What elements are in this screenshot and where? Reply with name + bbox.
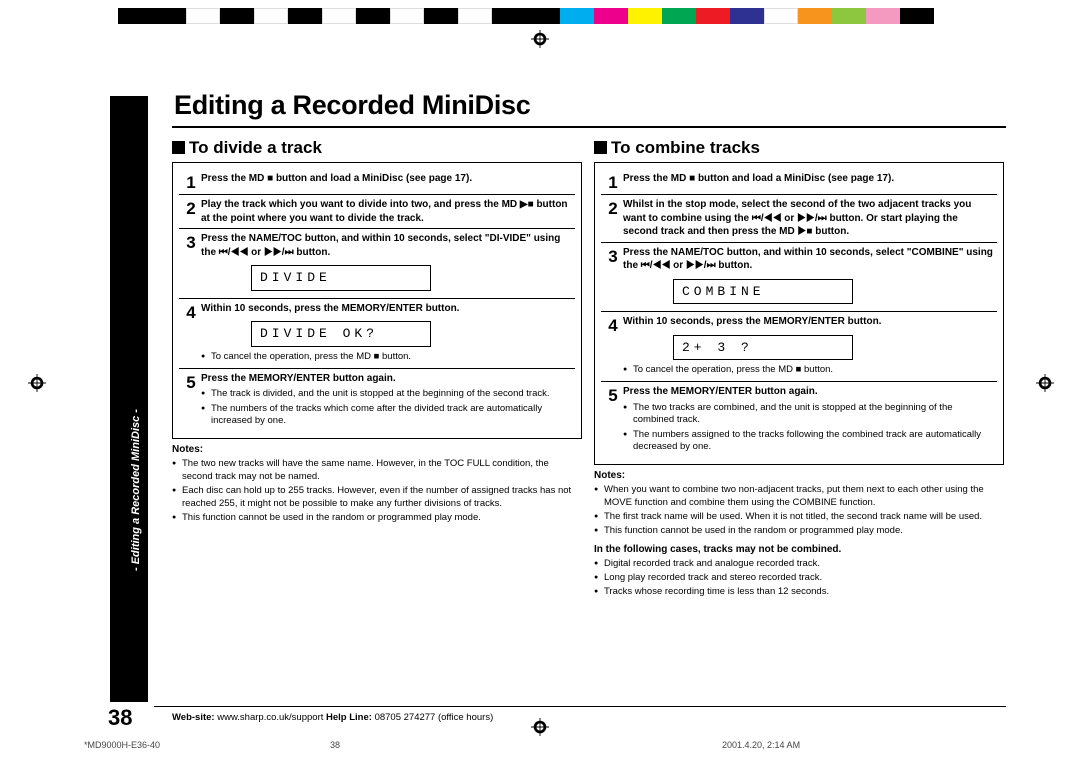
step-num: 5 bbox=[181, 372, 201, 430]
step5-note: The two tracks are combined, and the uni… bbox=[623, 402, 995, 427]
color-bar bbox=[118, 8, 934, 24]
note-item: This function cannot be used in the rand… bbox=[594, 525, 1004, 537]
registration-mark bbox=[28, 374, 46, 392]
step-4: Within 10 seconds, press the MEMORY/ENTE… bbox=[201, 302, 573, 365]
case-item: Tracks whose recording time is less than… bbox=[594, 586, 1004, 598]
footer-rule bbox=[154, 706, 1006, 707]
footer-info: Web-site: www.sharp.co.uk/support Help L… bbox=[172, 712, 872, 723]
column-divide: To divide a track 1Press the MD ■ button… bbox=[172, 138, 582, 526]
cancel-note: To cancel the operation, press the MD ■ … bbox=[201, 351, 573, 363]
case-list: Digital recorded track and analogue reco… bbox=[594, 558, 1004, 599]
help-number: 08705 274277 (office hours) bbox=[372, 712, 493, 723]
help-label: Help Line: bbox=[326, 712, 372, 723]
case-item: Long play recorded track and stereo reco… bbox=[594, 572, 1004, 584]
cancel-note: To cancel the operation, press the MD ■ … bbox=[623, 364, 995, 376]
side-subtitle: - Editing a Recorded MiniDisc - bbox=[130, 409, 142, 571]
step-num: 3 bbox=[603, 246, 623, 309]
steps-box-combine: 1Press the MD ■ button and load a MiniDi… bbox=[594, 162, 1004, 465]
title-rule bbox=[172, 126, 1006, 128]
step-num: 4 bbox=[603, 315, 623, 378]
note-item: The first track name will be used. When … bbox=[594, 511, 1004, 523]
sidebar: MD Editing - Editing a Recorded MiniDisc… bbox=[110, 96, 148, 702]
display-combine: COMBINE bbox=[673, 279, 853, 305]
step-5: Press the MEMORY/ENTER button again. The… bbox=[201, 372, 573, 430]
web-url: www.sharp.co.uk/support bbox=[215, 712, 326, 723]
page: MD Editing - Editing a Recorded MiniDisc… bbox=[64, 56, 1018, 712]
main-title: Editing a Recorded MiniDisc bbox=[174, 90, 530, 121]
notes-header: Notes: bbox=[172, 444, 582, 455]
step-num: 5 bbox=[603, 385, 623, 455]
column-combine: To combine tracks 1Press the MD ■ button… bbox=[594, 138, 1004, 601]
display-combine-q: 2+ 3 ? bbox=[673, 335, 853, 361]
case-item: Digital recorded track and analogue reco… bbox=[594, 558, 1004, 570]
note-item: This function cannot be used in the rand… bbox=[172, 512, 582, 524]
step-num: 4 bbox=[181, 302, 201, 365]
registration-mark bbox=[531, 30, 549, 48]
step-num: 1 bbox=[181, 172, 201, 191]
notes-header: Notes: bbox=[594, 470, 1004, 481]
step-num: 2 bbox=[181, 198, 201, 225]
step-3: Press the NAME/TOC button, and within 10… bbox=[201, 232, 573, 295]
notes-list: The two new tracks will have the same na… bbox=[172, 458, 582, 524]
step5-note: The track is divided, and the unit is st… bbox=[201, 388, 573, 400]
step5-note: The numbers assigned to the tracks follo… bbox=[623, 429, 995, 454]
note-item: When you want to combine two non-adjacen… bbox=[594, 484, 1004, 509]
step-4: Within 10 seconds, press the MEMORY/ENTE… bbox=[623, 315, 995, 378]
step-2: Play the track which you want to divide … bbox=[201, 198, 573, 225]
step-1: Press the MD ■ button and load a MiniDis… bbox=[201, 172, 573, 191]
step-num: 3 bbox=[181, 232, 201, 295]
step-1: Press the MD ■ button and load a MiniDis… bbox=[623, 172, 995, 191]
slug-file: *MD9000H-E36-40 bbox=[84, 740, 160, 750]
section-title-divide: To divide a track bbox=[172, 138, 582, 158]
note-item: The two new tracks will have the same na… bbox=[172, 458, 582, 483]
note-item: Each disc can hold up to 255 tracks. How… bbox=[172, 485, 582, 510]
slug-date: 2001.4.20, 2:14 AM bbox=[722, 740, 800, 750]
step5-note: The numbers of the tracks which come aft… bbox=[201, 403, 573, 428]
step-num: 2 bbox=[603, 198, 623, 239]
step-3: Press the NAME/TOC button, and within 10… bbox=[623, 246, 995, 309]
section-title-combine: To combine tracks bbox=[594, 138, 1004, 158]
display-divide-ok: DIVIDE OK? bbox=[251, 321, 431, 347]
registration-mark bbox=[1036, 374, 1054, 392]
web-label: Web-site: bbox=[172, 712, 215, 723]
steps-box-divide: 1Press the MD ■ button and load a MiniDi… bbox=[172, 162, 582, 439]
slug-page: 38 bbox=[330, 740, 340, 750]
case-header: In the following cases, tracks may not b… bbox=[594, 544, 1004, 555]
page-number: 38 bbox=[108, 705, 132, 731]
notes-list: When you want to combine two non-adjacen… bbox=[594, 484, 1004, 537]
display-divide: DIVIDE bbox=[251, 265, 431, 291]
step-5: Press the MEMORY/ENTER button again. The… bbox=[623, 385, 995, 455]
step-2: Whilst in the stop mode, select the seco… bbox=[623, 198, 995, 239]
step-num: 1 bbox=[603, 172, 623, 191]
